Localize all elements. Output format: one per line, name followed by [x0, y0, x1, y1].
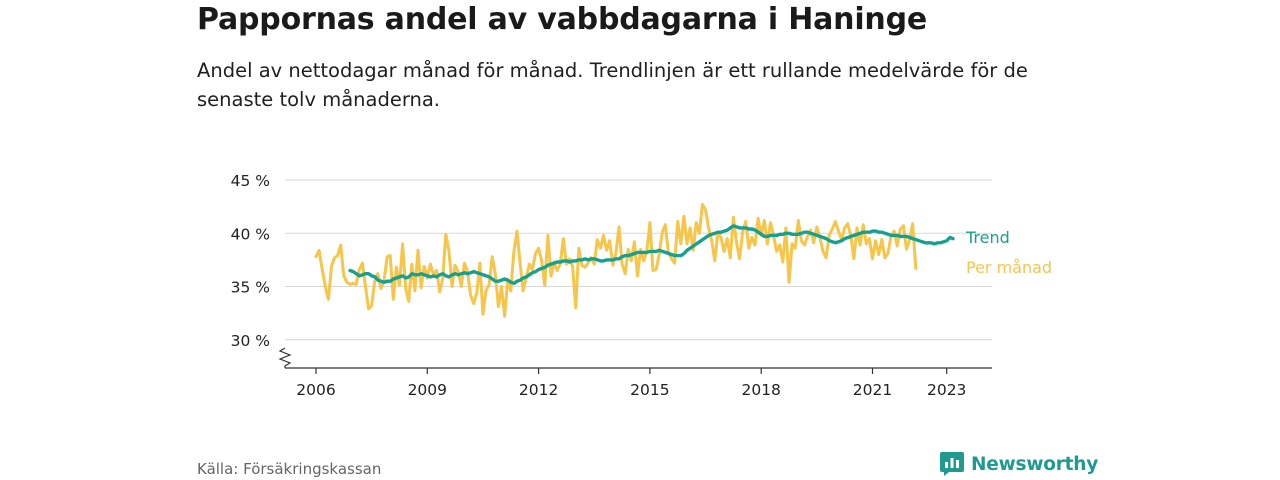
- x-tick-label: 2021: [853, 381, 892, 399]
- x-tick-label: 2006: [296, 381, 335, 399]
- x-tick-label: 2018: [741, 381, 780, 399]
- x-tick-label: 2015: [630, 381, 669, 399]
- newsworthy-chart-icon: [940, 452, 964, 476]
- y-axis-ticks: 30 % 35 % 40 % 45 %: [231, 172, 270, 350]
- y-tick-label: 30 %: [231, 332, 270, 350]
- source-note: Källa: Försäkringskassan: [197, 460, 382, 478]
- series-lines: [314, 203, 955, 318]
- axis-break-icon: [278, 347, 292, 368]
- series-label-trend: Trend: [965, 228, 1010, 247]
- series-labels: Per månad Trend: [965, 228, 1052, 277]
- gridlines: [285, 179, 992, 341]
- x-tick-label: 2009: [408, 381, 447, 399]
- series-line-trend: [348, 224, 955, 285]
- chart-title: Pappornas andel av vabbdagarna i Haninge: [197, 2, 928, 37]
- y-tick-label: 45 %: [231, 172, 270, 190]
- x-tick-label: 2012: [519, 381, 558, 399]
- brand-logo: Newsworthy: [940, 452, 1098, 476]
- x-tick-label: 2023: [927, 381, 966, 399]
- y-tick-label: 35 %: [231, 279, 270, 297]
- chart-subtitle: Andel av nettodagar månad för månad. Tre…: [197, 59, 1028, 111]
- brand-name: Newsworthy: [971, 453, 1099, 475]
- series-line-monthly: [314, 203, 918, 318]
- x-axis: 2006 2009 2012 2015 2018 2021 2023: [278, 347, 992, 399]
- series-label-monthly: Per månad: [966, 258, 1052, 277]
- y-tick-label: 40 %: [231, 225, 270, 243]
